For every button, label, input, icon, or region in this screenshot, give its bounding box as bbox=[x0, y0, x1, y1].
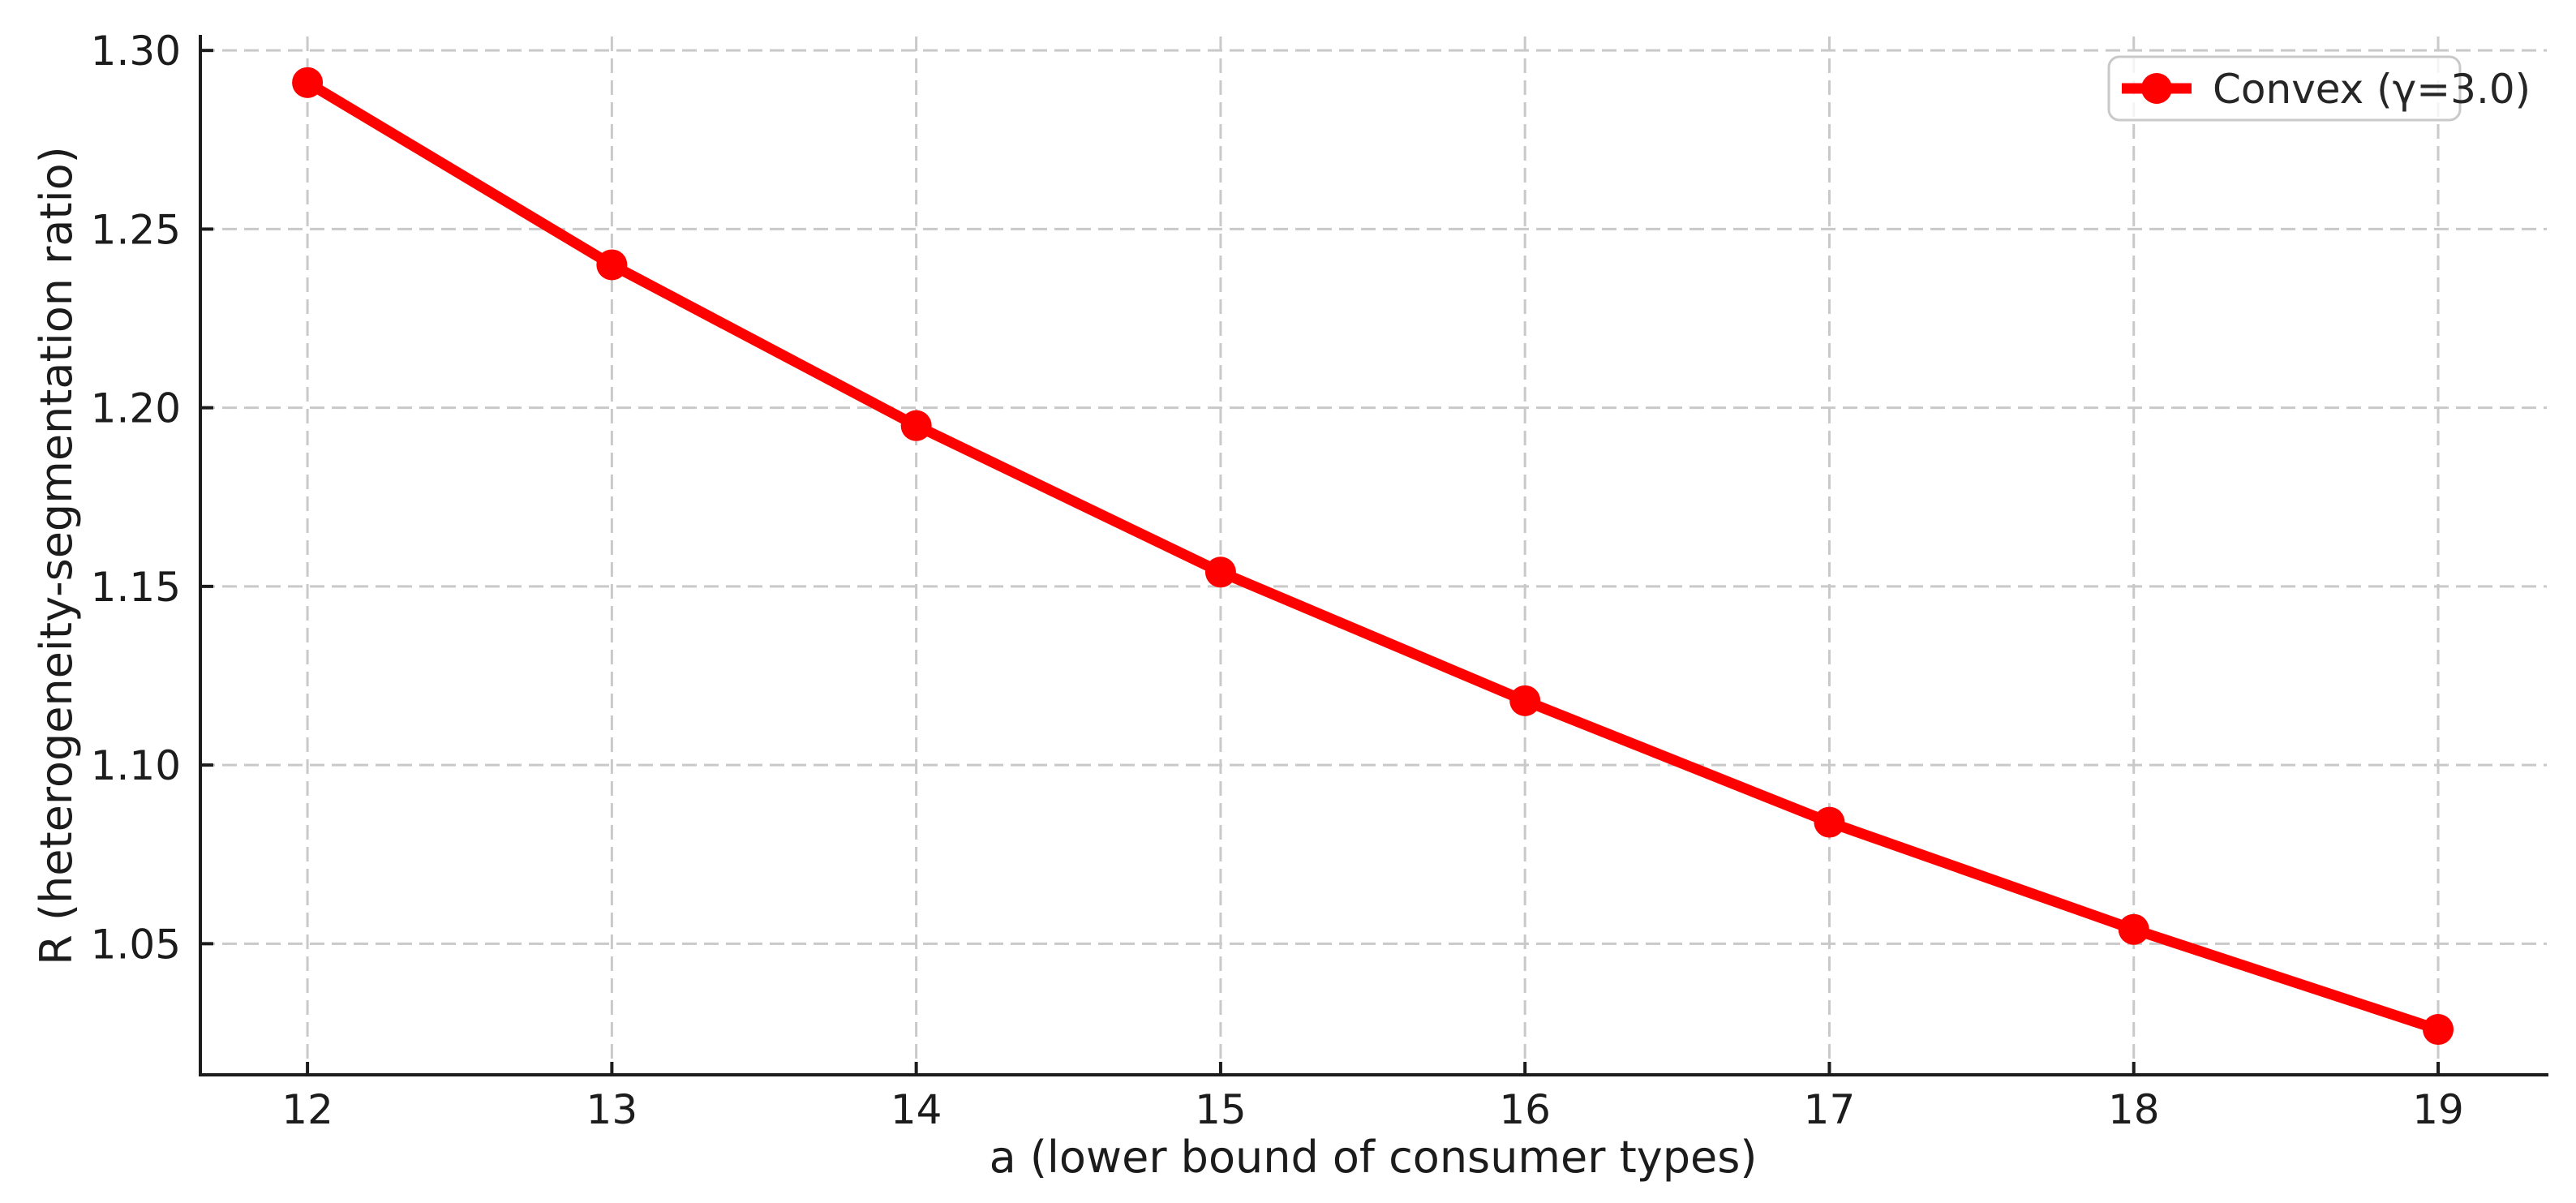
gridlines bbox=[200, 37, 2547, 1075]
y-tick-label: 1.20 bbox=[91, 385, 181, 432]
x-tick-label: 13 bbox=[586, 1086, 638, 1133]
data-point bbox=[1814, 806, 1845, 838]
y-tick-label: 1.25 bbox=[91, 206, 181, 253]
x-tick-label: 15 bbox=[1195, 1086, 1247, 1133]
y-tick-label: 1.30 bbox=[91, 28, 181, 75]
x-tick-label: 16 bbox=[1499, 1086, 1551, 1133]
data-point bbox=[900, 410, 932, 441]
x-tick-label: 12 bbox=[281, 1086, 333, 1133]
legend: Convex (γ=3.0) bbox=[2107, 55, 2531, 122]
x-tick-label: 18 bbox=[2108, 1086, 2160, 1133]
y-tick-label: 1.10 bbox=[91, 742, 181, 789]
x-tick-label: 19 bbox=[2412, 1086, 2464, 1133]
series-line bbox=[302, 77, 2444, 1035]
data-point bbox=[1509, 685, 1541, 716]
x-tick-label: 14 bbox=[891, 1086, 942, 1133]
axes: 12 13 14 15 16 17 18 19 1.05 1.10 1.15 1.20 1.25 1.30 bbox=[91, 28, 2548, 1133]
data-point bbox=[292, 67, 324, 98]
y-axis-label: R (heterogeneity-segmentation ratio) bbox=[31, 146, 82, 965]
x-axis-label: a (lower bound of consumer types) bbox=[990, 1132, 1758, 1183]
legend-label: Convex (γ=3.0) bbox=[2213, 66, 2531, 113]
series-convex bbox=[292, 67, 2454, 1046]
y-tick-label: 1.05 bbox=[91, 921, 181, 968]
x-tick-label: 17 bbox=[1804, 1086, 1856, 1133]
data-point bbox=[596, 249, 628, 281]
data-point bbox=[2118, 913, 2149, 945]
y-tick-label: 1.15 bbox=[91, 564, 181, 611]
data-point bbox=[2423, 1014, 2454, 1046]
legend-marker-icon bbox=[2141, 73, 2172, 104]
legend-box bbox=[2107, 55, 2462, 122]
data-point bbox=[1204, 556, 1236, 588]
